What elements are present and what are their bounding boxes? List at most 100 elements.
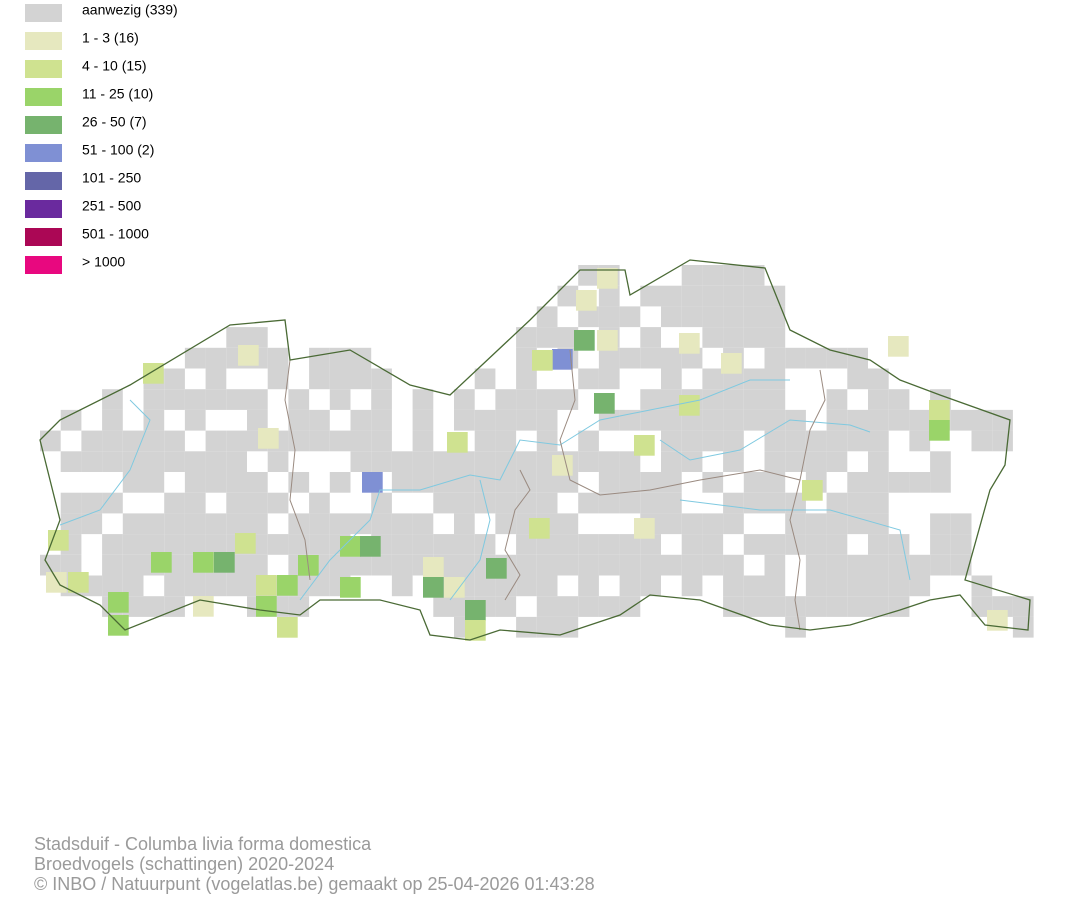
grid-cell — [122, 513, 144, 535]
grid-cell — [805, 554, 827, 576]
grid-cell — [454, 492, 475, 514]
grid-cell — [226, 513, 247, 535]
grid-cell — [598, 534, 620, 555]
grid-cell — [474, 409, 496, 431]
grid-cell — [702, 265, 724, 286]
grid-cell — [433, 492, 454, 514]
count-cell — [634, 435, 655, 456]
grid-cell — [826, 513, 848, 535]
grid-cell — [371, 389, 392, 410]
grid-cell — [723, 409, 744, 431]
grid-cell — [640, 389, 661, 410]
grid-cell — [536, 389, 558, 410]
grid-cell — [164, 534, 185, 555]
grid-cell — [888, 575, 910, 597]
grid-cell — [702, 285, 724, 307]
grid-cell — [454, 554, 475, 576]
grid-cell — [764, 327, 786, 348]
grid-cell — [516, 554, 537, 576]
grid-cell — [143, 451, 165, 472]
grid-cell — [950, 513, 972, 535]
grid-cell — [226, 472, 247, 493]
flanders-outline — [39, 259, 1031, 641]
grid-cell — [309, 534, 330, 555]
river — [299, 379, 790, 601]
grid-cell — [102, 575, 123, 597]
grid-cell — [226, 492, 247, 514]
grid-cell — [909, 409, 931, 431]
grid-cell — [350, 409, 372, 431]
grid-cell — [433, 472, 454, 493]
legend-swatch — [25, 32, 62, 50]
count-cell — [679, 333, 700, 354]
grid-cell — [723, 430, 744, 452]
grid-cell — [350, 430, 372, 452]
grid-cell — [598, 409, 620, 431]
legend-label: 251 - 500 — [82, 198, 141, 214]
grid-cell — [598, 472, 620, 493]
grid-cell — [805, 347, 827, 369]
count-cell — [576, 290, 597, 311]
grid-cell — [847, 513, 868, 535]
grid-cell — [847, 472, 868, 493]
grid-cell — [143, 409, 165, 431]
grid-cell — [702, 472, 724, 493]
grid-cell — [598, 451, 620, 472]
grid-cell — [764, 492, 786, 514]
legend-label: 101 - 250 — [82, 170, 141, 186]
grid-cell — [868, 472, 889, 493]
legend-label: 51 - 100 (2) — [82, 142, 154, 158]
grid-cell — [785, 492, 806, 514]
grid-cell — [785, 616, 806, 638]
grid-cell — [329, 472, 351, 493]
grid-cell — [598, 596, 620, 617]
grid-cell — [536, 430, 558, 452]
count-cell — [597, 268, 618, 289]
grid-cell — [785, 534, 806, 555]
count-cell — [532, 350, 553, 371]
grid-cell — [868, 492, 889, 514]
grid-cell — [826, 451, 848, 472]
grid-cell — [516, 327, 537, 348]
grid-cell — [909, 472, 931, 493]
grid-cell — [495, 409, 517, 431]
grid-cell — [205, 368, 227, 390]
grid-cell — [578, 596, 599, 617]
grid-cell — [102, 534, 123, 555]
grid-cell — [640, 285, 661, 307]
count-cell — [465, 620, 486, 641]
grid-cell — [723, 513, 744, 535]
grid-cell — [681, 430, 703, 452]
grid-cell — [764, 554, 786, 576]
grid-cell — [454, 513, 475, 535]
grid-cell — [412, 451, 434, 472]
grid-cell — [723, 451, 744, 472]
grid-cell — [764, 409, 786, 431]
grid-cell — [309, 492, 330, 514]
grid-cell — [598, 554, 620, 576]
grid-cell — [1012, 596, 1034, 617]
grid-cell — [785, 513, 806, 535]
grid-cell — [164, 596, 185, 617]
grid-cell — [578, 368, 599, 390]
grid-cell — [847, 368, 868, 390]
grid-cell — [785, 347, 806, 369]
grid-cell — [164, 492, 185, 514]
grid-cell — [516, 534, 537, 555]
grid-cell — [764, 430, 786, 452]
count-cell — [68, 572, 89, 593]
grid-cell — [288, 534, 310, 555]
grid-cell — [143, 513, 165, 535]
river — [59, 399, 151, 526]
grid-cell — [681, 285, 703, 307]
grid-cell — [826, 554, 848, 576]
count-cell — [193, 596, 214, 617]
grid-cell — [350, 554, 372, 576]
grid-cell — [661, 285, 682, 307]
grid-cell — [184, 575, 206, 597]
grid-cell — [764, 575, 786, 597]
count-cell — [447, 432, 468, 453]
count-cell — [679, 395, 700, 416]
count-cell — [486, 558, 507, 579]
grid-cell — [371, 368, 392, 390]
